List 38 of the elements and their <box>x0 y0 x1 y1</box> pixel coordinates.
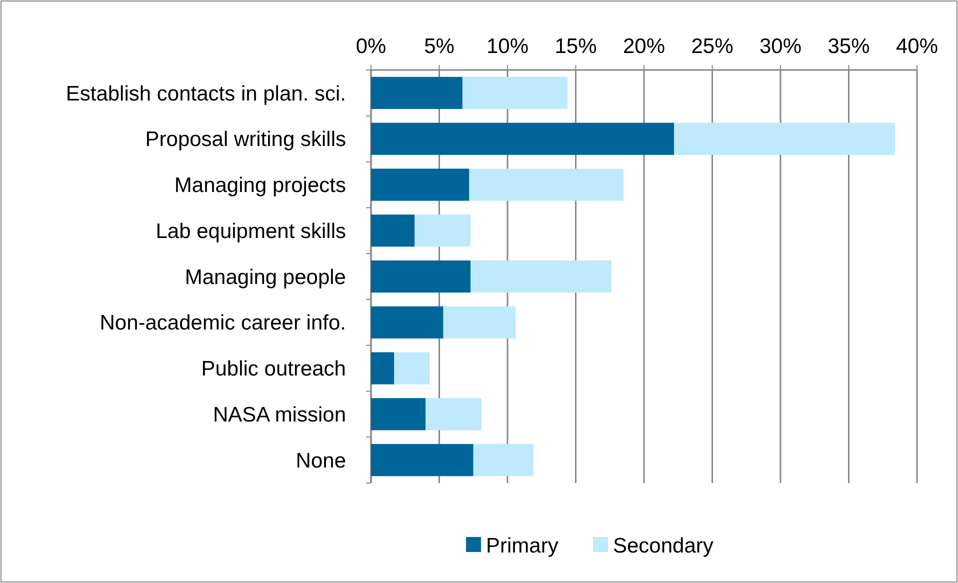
x-tick-label: 30% <box>759 35 802 58</box>
bar <box>371 214 415 247</box>
bar <box>394 352 430 384</box>
x-tick-label: 5% <box>424 35 454 58</box>
x-tick-label: 35% <box>828 35 870 58</box>
x-tick-label: 20% <box>622 35 666 58</box>
legend-label: Secondary <box>613 534 714 558</box>
x-tick-label: 10% <box>486 35 529 58</box>
bar <box>371 260 471 293</box>
y-tick-label: Non-academic career info. <box>100 312 346 335</box>
y-tick-label: Public outreach <box>201 358 346 381</box>
x-tick-label: 15% <box>554 35 597 58</box>
y-tick-label: Establish contacts in plan. sci. <box>66 82 346 106</box>
y-tick-label: None <box>296 449 346 472</box>
x-tick-label: 25% <box>691 35 734 58</box>
bar <box>371 122 674 155</box>
bar <box>462 76 568 110</box>
bar <box>371 398 426 430</box>
y-tick-label: Lab equipment skills <box>156 220 346 243</box>
bar <box>371 352 394 384</box>
bar <box>473 444 534 476</box>
bar <box>371 168 470 201</box>
bar <box>426 398 482 430</box>
bar <box>443 306 516 338</box>
bar <box>674 122 896 155</box>
y-tick-label: NASA mission <box>212 404 346 427</box>
y-tick-label: Managing people <box>184 266 346 289</box>
bar <box>371 76 462 110</box>
bar <box>469 168 624 201</box>
y-tick-label: Proposal writing skills <box>145 128 346 152</box>
bar <box>371 444 474 476</box>
bar <box>470 260 612 293</box>
y-tick-label: Managing projects <box>174 174 346 198</box>
bar <box>414 214 471 247</box>
bar <box>371 306 444 338</box>
legend-label: Primary <box>486 534 559 558</box>
x-tick-label: 40% <box>896 35 938 58</box>
x-tick-label: 0% <box>356 35 386 58</box>
